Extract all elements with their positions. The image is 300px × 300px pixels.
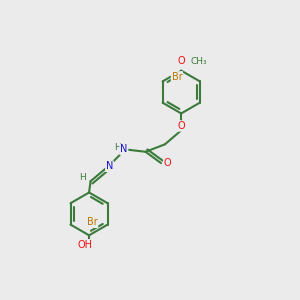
Text: Br: Br <box>172 72 182 82</box>
Text: N: N <box>106 161 113 171</box>
Text: OH: OH <box>77 240 92 250</box>
Text: H: H <box>114 142 120 152</box>
Text: H: H <box>79 173 86 182</box>
Text: O: O <box>177 121 185 131</box>
Text: N: N <box>120 144 128 154</box>
Text: CH₃: CH₃ <box>191 57 207 66</box>
Text: O: O <box>164 158 171 168</box>
Text: Br: Br <box>87 217 98 227</box>
Text: O: O <box>177 56 185 66</box>
